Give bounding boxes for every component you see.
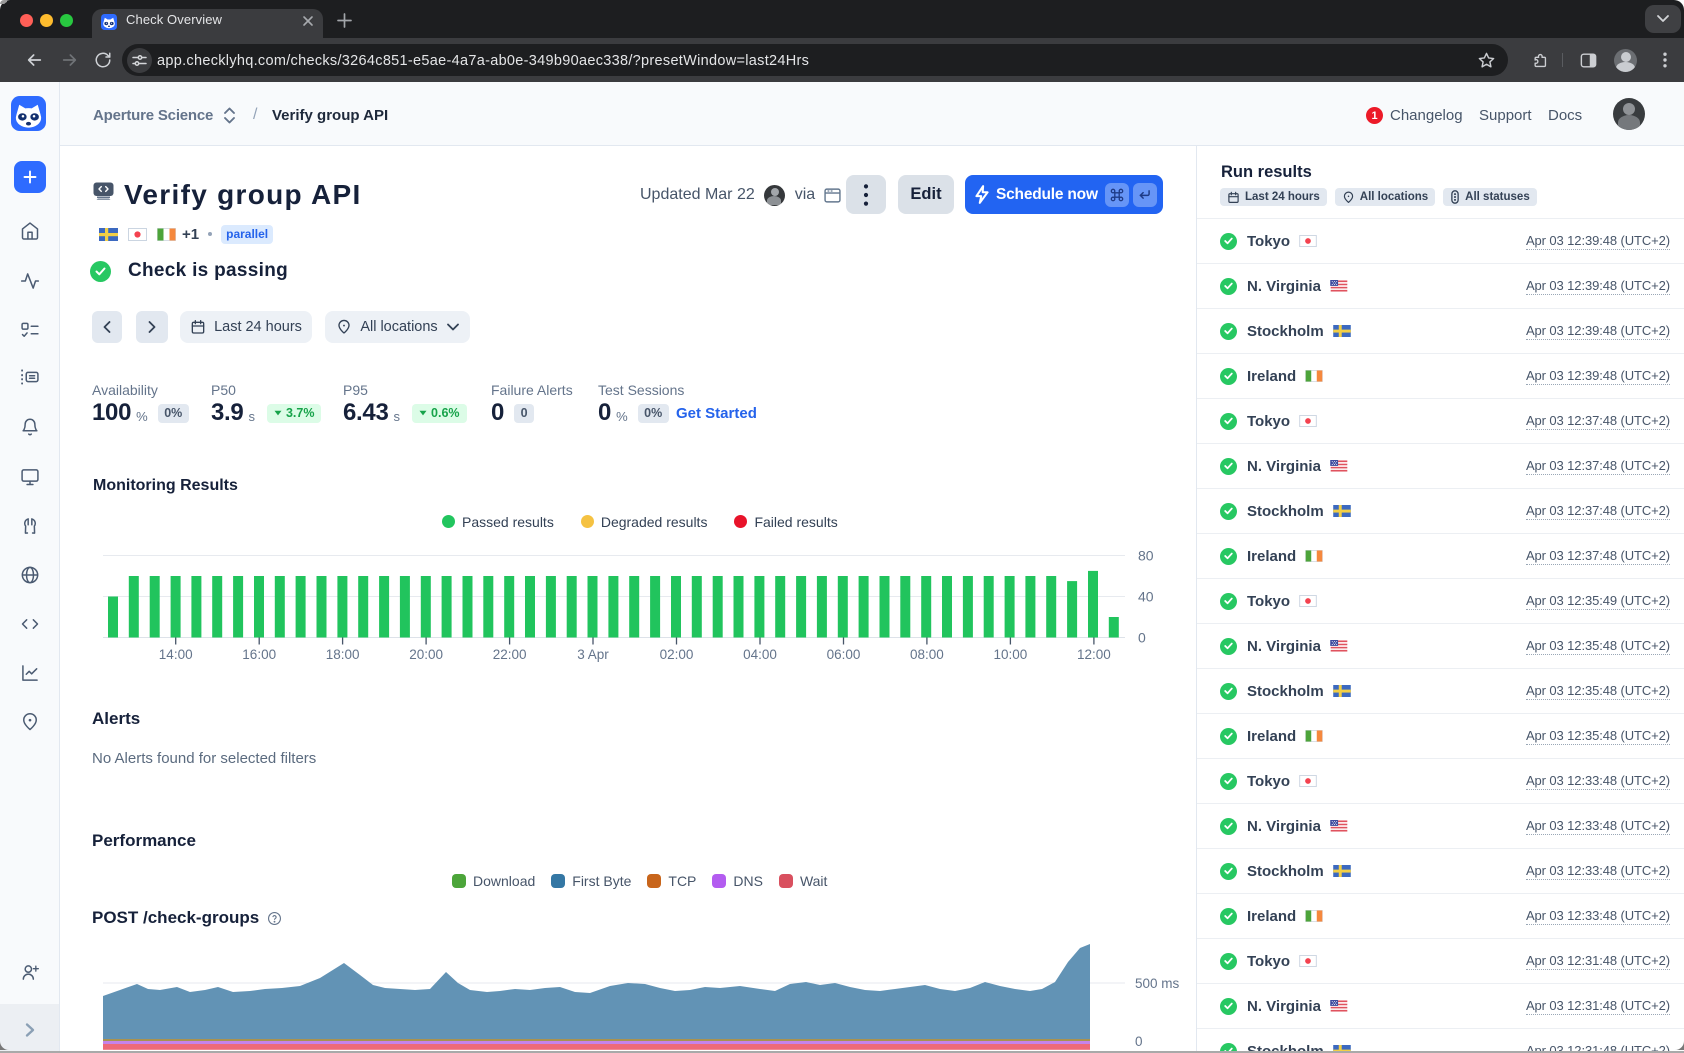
svg-text:08:00: 08:00 [910, 647, 944, 662]
svg-text:18:00: 18:00 [326, 647, 360, 662]
svg-text:20:00: 20:00 [409, 647, 443, 662]
svg-text:14:00: 14:00 [159, 647, 193, 662]
svg-text:3 Apr: 3 Apr [577, 647, 609, 662]
svg-text:04:00: 04:00 [743, 647, 777, 662]
svg-text:80: 80 [1138, 548, 1154, 564]
svg-text:40: 40 [1138, 589, 1154, 605]
svg-text:12:00: 12:00 [1077, 647, 1111, 662]
svg-text:0: 0 [1138, 630, 1146, 646]
svg-text:06:00: 06:00 [827, 647, 861, 662]
svg-text:0: 0 [1135, 1034, 1143, 1049]
svg-text:500 ms: 500 ms [1135, 976, 1180, 991]
svg-text:10:00: 10:00 [994, 647, 1028, 662]
svg-text:02:00: 02:00 [660, 647, 694, 662]
svg-text:22:00: 22:00 [493, 647, 527, 662]
svg-text:16:00: 16:00 [242, 647, 276, 662]
